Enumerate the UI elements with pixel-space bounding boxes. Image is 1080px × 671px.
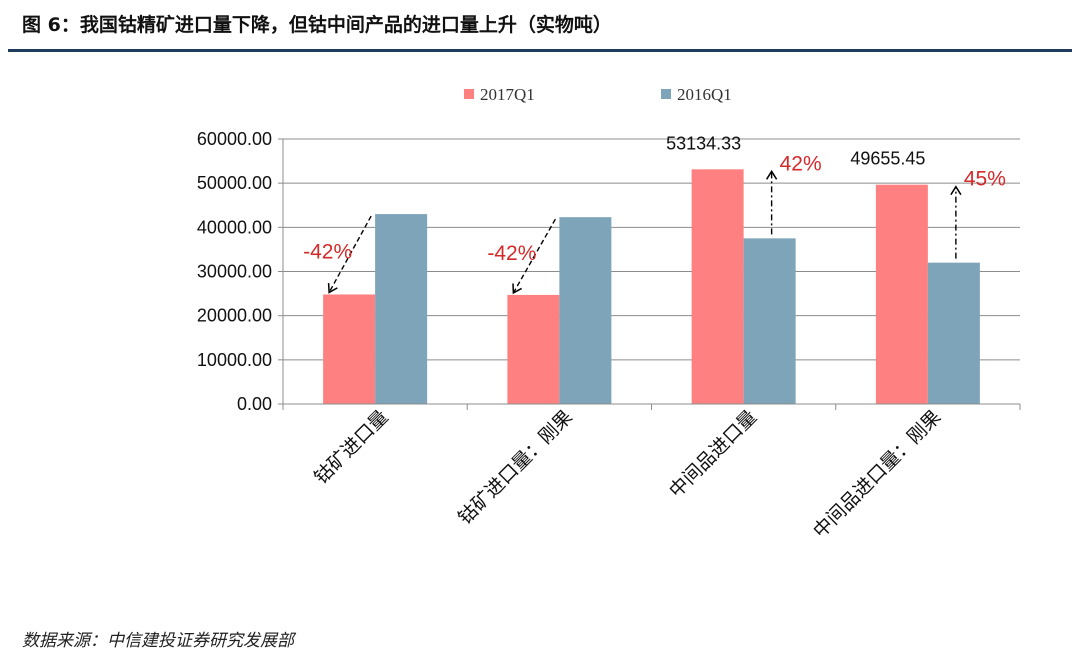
legend: 2017Q1 2016Q1 xyxy=(464,85,732,104)
change-label: -42% xyxy=(487,242,536,265)
legend-swatch-2017Q1 xyxy=(464,89,474,99)
bar-2016Q1-1 xyxy=(559,217,612,404)
bar-2016Q1-0 xyxy=(375,214,428,404)
bar-2017Q1-0 xyxy=(323,294,376,404)
change-arrow xyxy=(512,218,556,295)
y-tick-label: 50000.00 xyxy=(197,173,272,193)
y-tick-label: 10000.00 xyxy=(197,350,272,370)
bar-chart: 0.00 10000.00 20000.00 30000.00 40000.00 5000… xyxy=(197,85,1021,542)
figure-title: 图 6：我国钴精矿进口量下降，但钴中间产品的进口量上升（实物吨） xyxy=(22,14,612,36)
x-category-label: 中间品进口量 xyxy=(665,406,761,502)
y-tick-label: 60000.00 xyxy=(197,129,272,149)
change-arrow xyxy=(327,215,372,294)
bar-2017Q1-1 xyxy=(507,294,560,404)
y-tick-label: 20000.00 xyxy=(197,306,272,326)
bar-2016Q1-2 xyxy=(743,238,796,404)
bars xyxy=(323,169,980,404)
x-category-label: 钴矿进口量：刚果 xyxy=(454,406,577,529)
y-tick-label: 0.00 xyxy=(237,394,272,414)
data-label: 53134.33 xyxy=(666,133,741,153)
bar-2017Q1-2 xyxy=(691,169,744,404)
legend-swatch-2016Q1 xyxy=(661,89,671,99)
y-tick-label: 40000.00 xyxy=(197,217,272,237)
bar-2017Q1-3 xyxy=(875,184,928,404)
y-tick-label: 30000.00 xyxy=(197,262,272,282)
change-label: -42% xyxy=(303,240,352,263)
bar-2016Q1-3 xyxy=(927,262,980,404)
title-rule xyxy=(8,49,1072,52)
change-label: 45% xyxy=(964,168,1006,191)
data-label: 49655.45 xyxy=(850,149,925,169)
legend-label-2016Q1: 2016Q1 xyxy=(677,85,732,104)
x-category-label: 中间品进口量：刚果 xyxy=(809,406,945,542)
x-category-label: 钴矿进口量 xyxy=(310,406,393,489)
annotations: 53134.33 49655.45 -42% -42% 42% 45% xyxy=(303,133,1006,295)
legend-label-2017Q1: 2017Q1 xyxy=(480,85,535,104)
source-note: 数据来源：中信建投证券研究发展部 xyxy=(22,631,294,651)
change-label: 42% xyxy=(780,152,822,175)
